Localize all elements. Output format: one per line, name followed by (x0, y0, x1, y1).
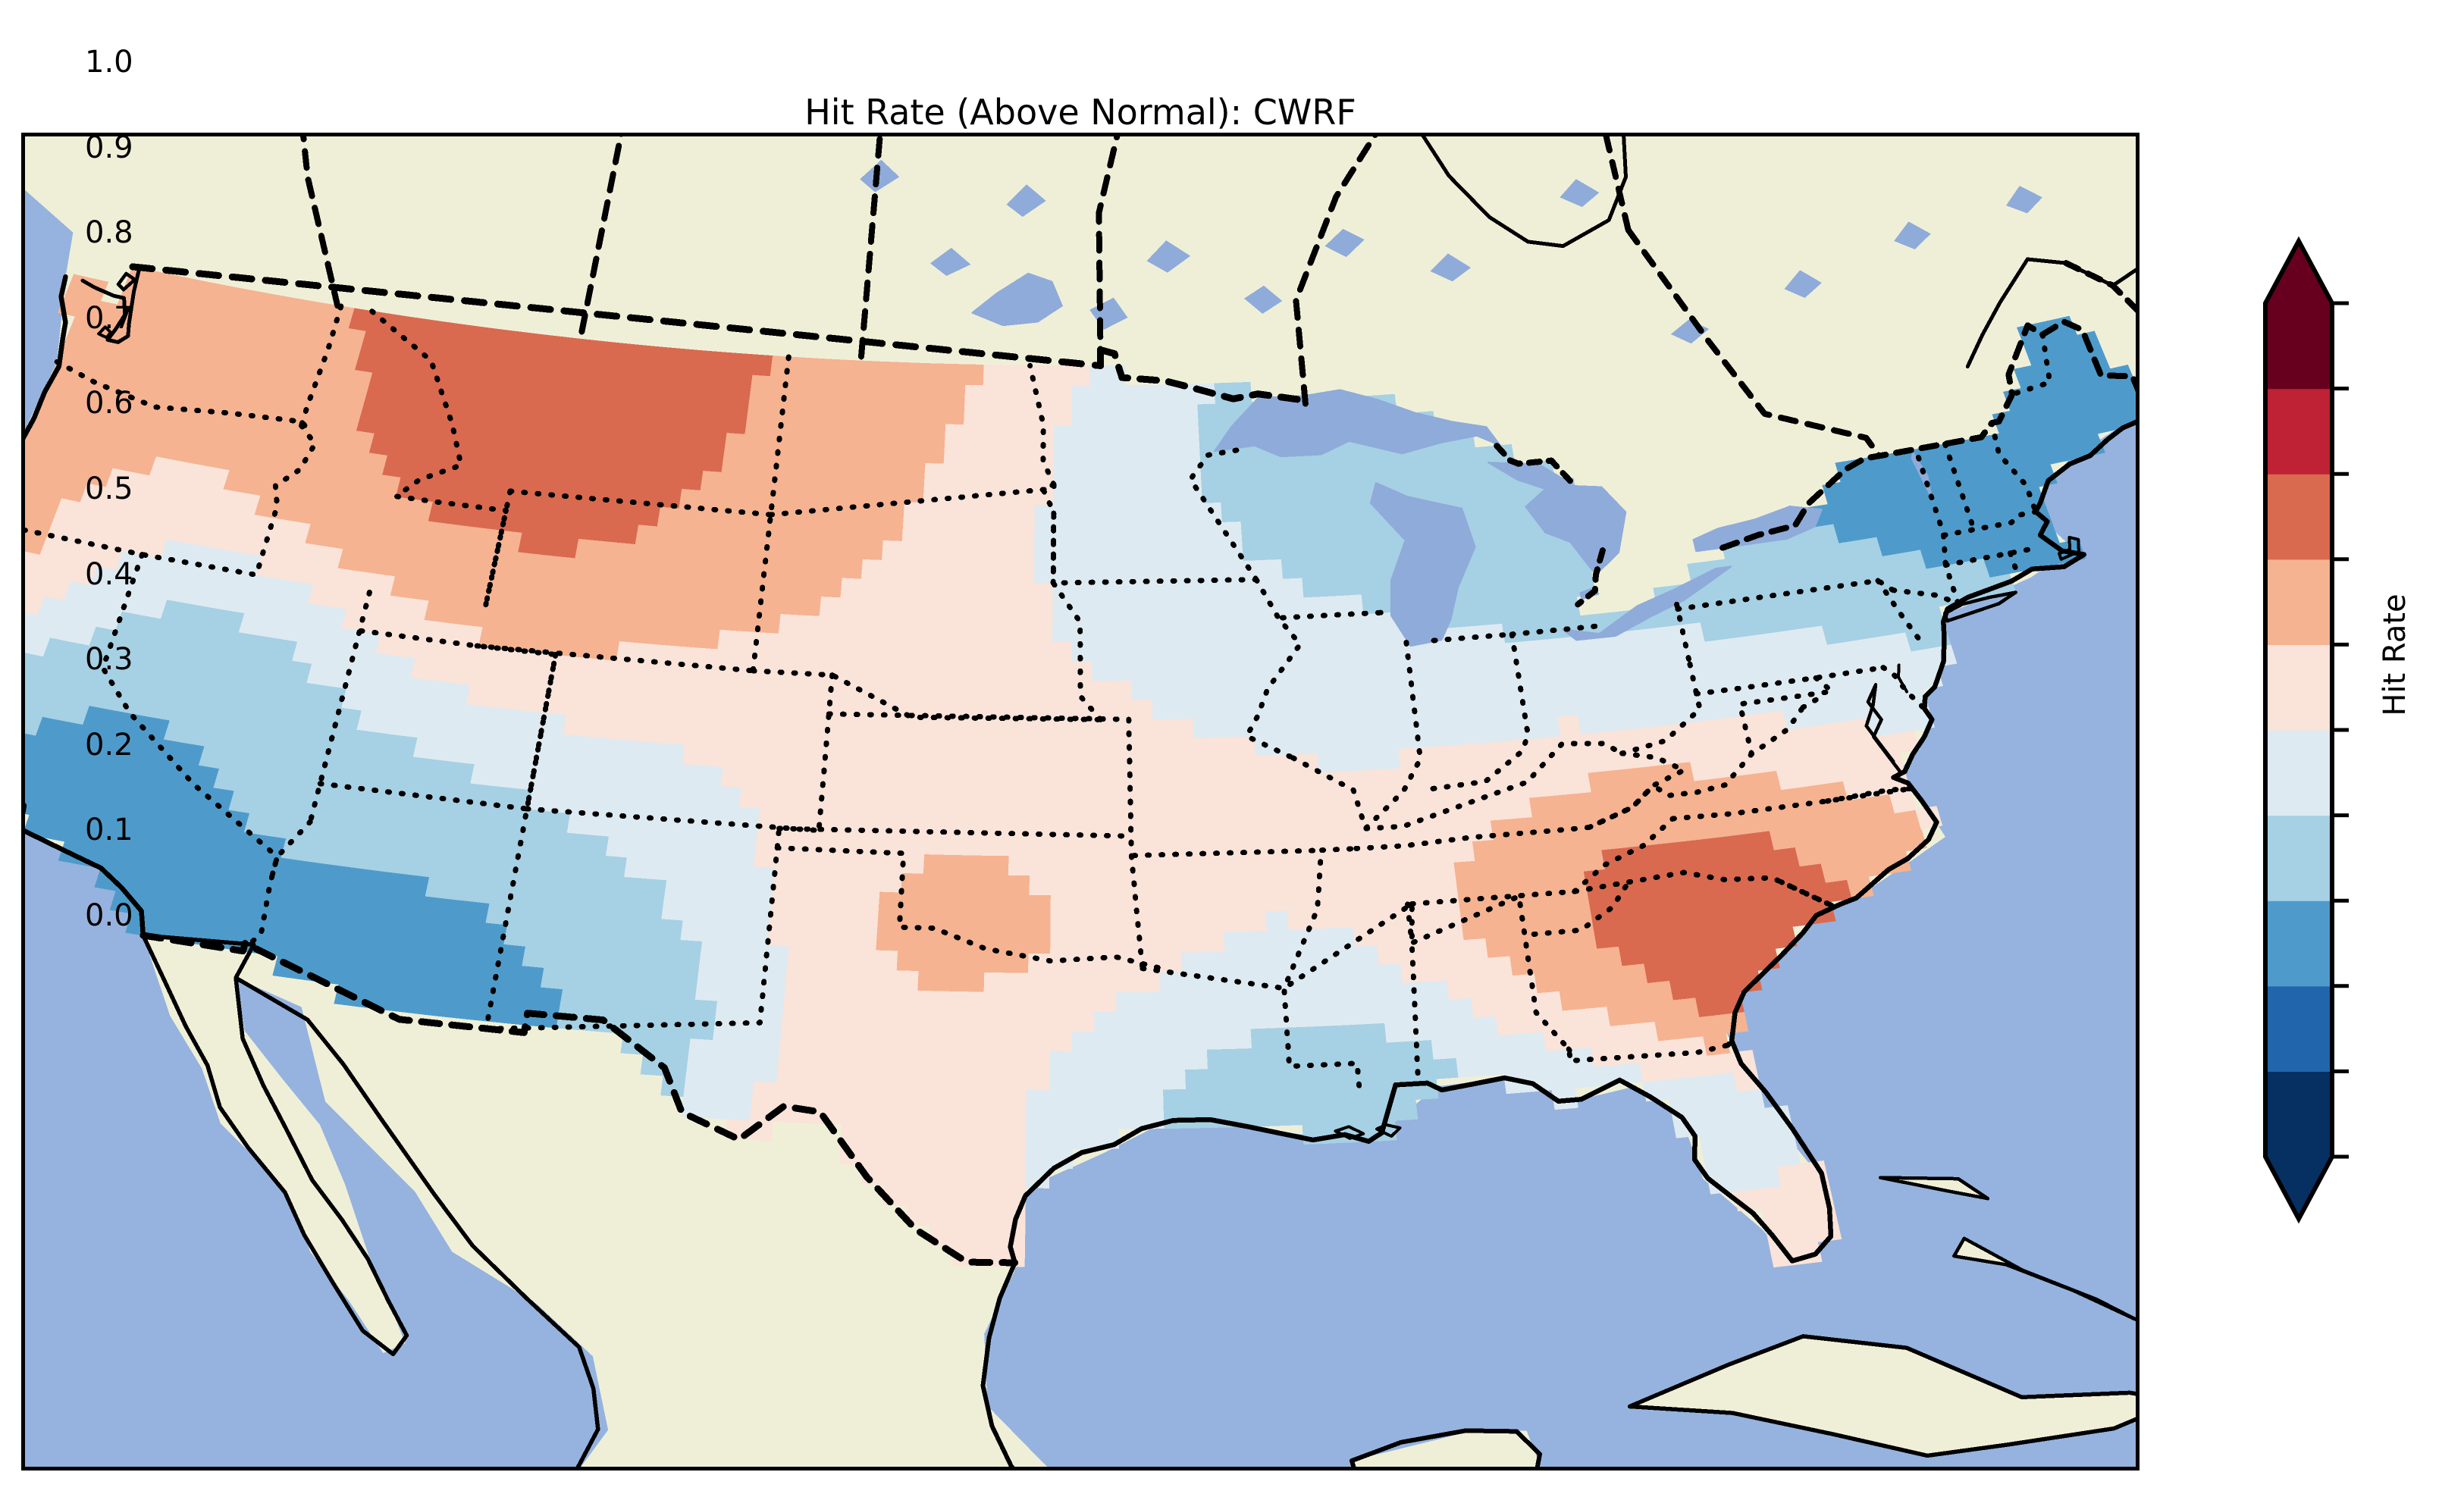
map-axes (21, 133, 2140, 1471)
colorbar-tick-labels: 0.0 0.1 0.2 0.3 0.4 0.5 0.6 0.7 0.8 0.9 1.0 (85, 0, 183, 978)
colorbar-axis-label: Hit Rate (2378, 594, 2412, 716)
colorbar (2263, 236, 2349, 1224)
colorbar-tick-0-6: 0.6 (85, 386, 133, 421)
colorbar-tick-0-1: 0.1 (85, 813, 133, 848)
colorbar-tick-0-2: 0.2 (85, 727, 133, 763)
colorbar-tick-0-5: 0.5 (85, 471, 133, 506)
colorbar-tick-0-3: 0.3 (85, 642, 133, 678)
colorbar-tick-0-0: 0.0 (85, 898, 133, 933)
title-line-primary: Hit Rate (Above Normal): CWRF (804, 92, 1356, 133)
hit-rate-grid-cells (25, 266, 2136, 1268)
colorbar-tick-0-4: 0.4 (85, 556, 133, 592)
hit-rate-heatmap (25, 136, 2136, 1467)
colorbar-gradient (2263, 236, 2349, 1224)
colorbar-tick-0-9: 0.9 (85, 130, 133, 165)
colorbar-tick-1-0: 1.0 (85, 45, 133, 80)
colorbar-tick-0-8: 0.8 (85, 215, 133, 251)
colorbar-tick-0-7: 0.7 (85, 300, 133, 336)
